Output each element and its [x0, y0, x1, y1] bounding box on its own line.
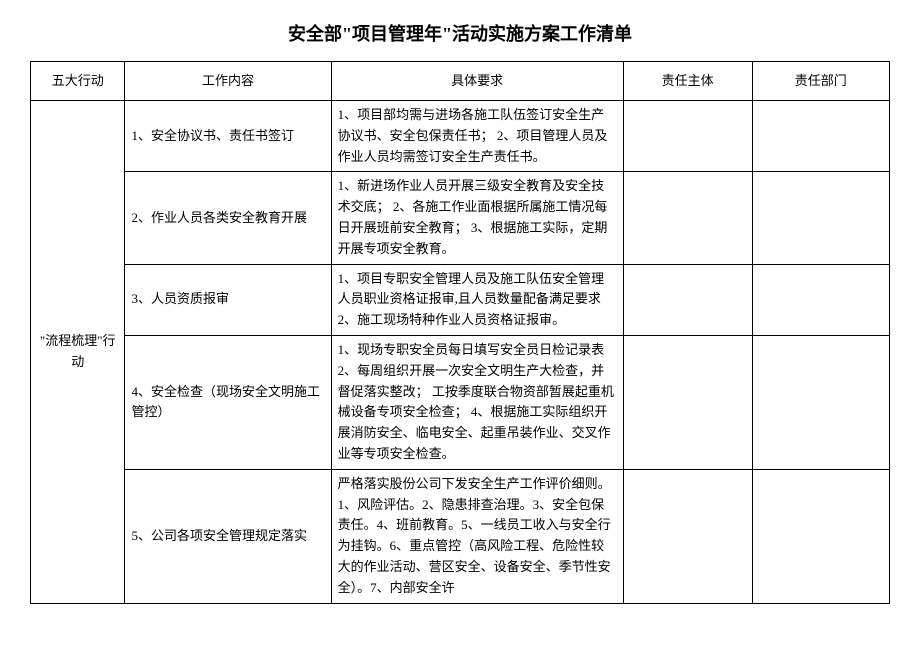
detail-cell: 1、项目专职安全管理人员及施工队伍安全管理人员职业资格证报审,且人员数量配备满足… [331, 264, 623, 335]
header-action: 五大行动 [31, 62, 125, 101]
resp1-cell [623, 469, 752, 603]
header-resp1: 责任主体 [623, 62, 752, 101]
resp2-cell [752, 469, 889, 603]
resp1-cell [623, 101, 752, 172]
page-title: 安全部"项目管理年"活动实施方案工作清单 [30, 20, 890, 46]
table-row: 3、人员资质报审 1、项目专职安全管理人员及施工队伍安全管理人员职业资格证报审,… [31, 264, 890, 335]
table-row: 4、安全检查（现场安全文明施工管控） 1、现场专职安全员每日填写安全员日检记录表… [31, 335, 890, 469]
header-content: 工作内容 [125, 62, 331, 101]
resp1-cell [623, 335, 752, 469]
detail-cell: 严格落实股份公司下发安全生产工作评价细则。1、风险评估。2、隐患排查治理。3、安… [331, 469, 623, 603]
resp2-cell [752, 172, 889, 264]
detail-cell: 1、新进场作业人员开展三级安全教育及安全技术交底； 2、各施工作业面根据所属施工… [331, 172, 623, 264]
content-cell: 3、人员资质报审 [125, 264, 331, 335]
content-cell: 4、安全检查（现场安全文明施工管控） [125, 335, 331, 469]
content-cell: 1、安全协议书、责任书签订 [125, 101, 331, 172]
table-header-row: 五大行动 工作内容 具体要求 责任主体 责任部门 [31, 62, 890, 101]
header-resp2: 责任部门 [752, 62, 889, 101]
table-row: "流程梳理"行动 1、安全协议书、责任书签订 1、项目部均需与进场各施工队伍签订… [31, 101, 890, 172]
content-cell: 2、作业人员各类安全教育开展 [125, 172, 331, 264]
table-row: 5、公司各项安全管理规定落实 严格落实股份公司下发安全生产工作评价细则。1、风险… [31, 469, 890, 603]
resp2-cell [752, 101, 889, 172]
resp1-cell [623, 172, 752, 264]
header-detail: 具体要求 [331, 62, 623, 101]
resp2-cell [752, 335, 889, 469]
content-cell: 5、公司各项安全管理规定落实 [125, 469, 331, 603]
work-list-table: 五大行动 工作内容 具体要求 责任主体 责任部门 "流程梳理"行动 1、安全协议… [30, 61, 890, 604]
detail-cell: 1、现场专职安全员每日填写安全员日检记录表 2、每周组织开展一次安全文明生产大检… [331, 335, 623, 469]
table-row: 2、作业人员各类安全教育开展 1、新进场作业人员开展三级安全教育及安全技术交底；… [31, 172, 890, 264]
action-cell: "流程梳理"行动 [31, 101, 125, 604]
resp2-cell [752, 264, 889, 335]
resp1-cell [623, 264, 752, 335]
detail-cell: 1、项目部均需与进场各施工队伍签订安全生产协议书、安全包保责任书； 2、项目管理… [331, 101, 623, 172]
